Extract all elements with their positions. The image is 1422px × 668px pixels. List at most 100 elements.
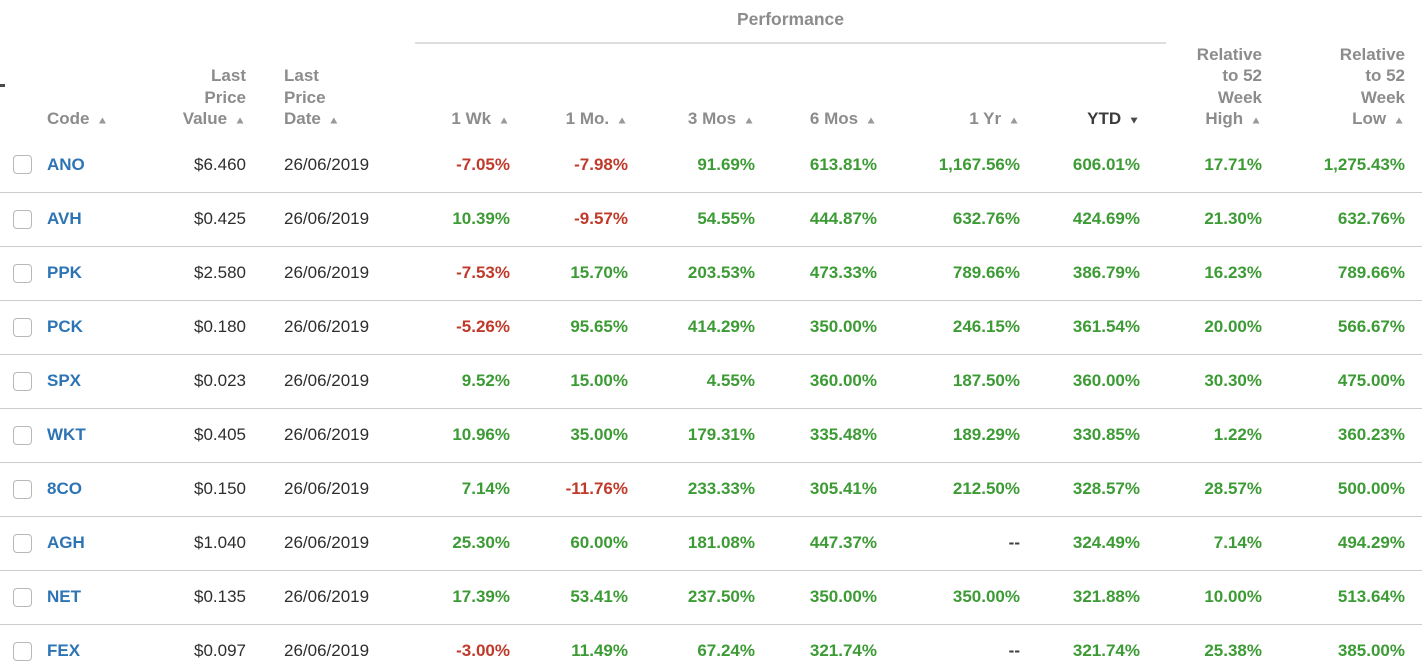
row-checkbox[interactable]: [13, 155, 32, 175]
row-checkbox[interactable]: [13, 263, 32, 283]
performance-cell-relHigh: 17.71%: [1140, 138, 1262, 193]
performance-cell-relLow: 494.29%: [1262, 516, 1422, 571]
last-price-date: 26/06/2019: [246, 354, 400, 409]
last-price-date: 26/06/2019: [246, 570, 400, 625]
performance-cell-relLow: 632.76%: [1262, 192, 1422, 247]
column-header-ytd[interactable]: YTD ▼: [1020, 44, 1140, 138]
performance-cell-relHigh: 1.22%: [1140, 408, 1262, 463]
stock-code-link[interactable]: FEX: [47, 641, 81, 660]
performance-cell-mo1: 15.70%: [510, 246, 628, 301]
sort-asc-icon: ▲: [498, 113, 510, 126]
performance-cell-wk1: -3.00%: [400, 624, 510, 668]
performance-cell-mo1: 53.41%: [510, 570, 628, 625]
last-price-value: $1.040: [136, 516, 246, 571]
performance-cell-mos3: 179.31%: [628, 408, 755, 463]
stock-code-link[interactable]: 8CO: [47, 479, 82, 498]
performance-cell-mo1: 35.00%: [510, 408, 628, 463]
performance-cell-yr1: 1,167.56%: [877, 138, 1020, 193]
row-checkbox[interactable]: [13, 479, 32, 499]
stock-code-link[interactable]: ANO: [47, 154, 85, 174]
performance-cell-ytd: 328.57%: [1020, 462, 1140, 517]
column-header-mos3[interactable]: 3 Mos ▲: [628, 44, 755, 138]
column-header-code[interactable]: Code ▲: [46, 44, 136, 138]
performance-cell-wk1: 10.39%: [400, 192, 510, 247]
performance-cell-mos3: 181.08%: [628, 516, 755, 571]
row-checkbox[interactable]: [13, 533, 32, 553]
column-header-label: 1 Yr: [969, 108, 1002, 128]
sort-asc-icon: ▲: [96, 113, 109, 126]
row-checkbox[interactable]: [13, 209, 32, 229]
performance-cell-wk1: -7.05%: [400, 138, 510, 193]
stock-code-link[interactable]: AGH: [47, 533, 85, 552]
stock-code-link[interactable]: NET: [47, 587, 81, 606]
stock-code-link[interactable]: SPX: [47, 371, 82, 390]
performance-cell-mos6: 360.00%: [755, 354, 877, 409]
last-price-date: 26/06/2019: [246, 192, 400, 247]
row-checkbox[interactable]: [13, 317, 32, 337]
performance-cell-mos3: 203.53%: [628, 246, 755, 301]
table-row: 8CO $0.150 26/06/2019 7.14% -11.76% 233.33% 30…: [0, 462, 1422, 517]
row-checkbox[interactable]: [13, 587, 32, 607]
performance-cell-yr1: 789.66%: [877, 246, 1020, 301]
column-header-relLow[interactable]: Relative to 52 Week Low ▲: [1262, 44, 1422, 138]
performance-cell-relLow: 789.66%: [1262, 246, 1422, 301]
performance-cell-ytd: 321.88%: [1020, 570, 1140, 625]
performance-cell-ytd: 360.00%: [1020, 354, 1140, 409]
column-header-checkbox: [0, 44, 46, 138]
performance-cell-yr1: --: [877, 516, 1020, 571]
performance-cell-wk1: -7.53%: [400, 246, 510, 301]
last-price-value: $0.135: [136, 570, 246, 625]
column-header-label: YTD: [1087, 108, 1122, 128]
stock-code-link[interactable]: WKT: [47, 425, 86, 444]
performance-cell-mos3: 67.24%: [628, 624, 755, 668]
performance-cell-mo1: 95.65%: [510, 300, 628, 355]
performance-cell-relLow: 513.64%: [1262, 570, 1422, 625]
column-header-mo1[interactable]: 1 Mo. ▲: [510, 44, 628, 138]
performance-cell-relHigh: 21.30%: [1140, 192, 1262, 247]
performance-cell-relLow: 385.00%: [1262, 624, 1422, 668]
column-header-label: 3 Mos: [687, 108, 737, 128]
performance-cell-mo1: 60.00%: [510, 516, 628, 571]
column-header-value[interactable]: Last Price Value ▲: [136, 44, 246, 138]
performance-cell-wk1: 10.96%: [400, 408, 510, 463]
performance-cell-yr1: 350.00%: [877, 570, 1020, 625]
sort-asc-icon: ▲: [865, 113, 877, 126]
table-row: AVH $0.425 26/06/2019 10.39% -9.57% 54.55% 444…: [0, 192, 1422, 247]
performance-cell-mos3: 414.29%: [628, 300, 755, 355]
stock-code-link[interactable]: PPK: [47, 263, 82, 282]
performance-cell-mos3: 91.69%: [628, 138, 755, 193]
column-header-label: Last Price Date: [284, 66, 326, 128]
sort-asc-icon: ▲: [234, 113, 246, 126]
last-price-value: $0.180: [136, 300, 246, 355]
stock-code-link[interactable]: PCK: [47, 317, 83, 336]
table-row: PPK $2.580 26/06/2019 -7.53% 15.70% 203.53% 47…: [0, 246, 1422, 301]
column-header-mos6[interactable]: 6 Mos ▲: [755, 44, 877, 138]
row-checkbox[interactable]: [13, 371, 32, 391]
row-checkbox[interactable]: [13, 425, 32, 445]
column-header-label: Last Price Value: [182, 66, 246, 128]
performance-cell-mos6: 305.41%: [755, 462, 877, 517]
performance-cell-mos6: 447.37%: [755, 516, 877, 571]
table-row: PCK $0.180 26/06/2019 -5.26% 95.65% 414.29% 35…: [0, 300, 1422, 355]
sort-asc-icon: ▲: [327, 113, 340, 126]
row-checkbox[interactable]: [13, 641, 32, 661]
column-header-label: 1 Wk: [451, 108, 492, 128]
column-header-label: Code: [47, 108, 90, 128]
performance-cell-wk1: -5.26%: [400, 300, 510, 355]
column-header-date[interactable]: Last Price Date ▲: [246, 44, 400, 138]
column-header-wk1[interactable]: 1 Wk ▲: [400, 44, 510, 138]
performance-cell-mos3: 54.55%: [628, 192, 755, 247]
sort-asc-icon: ▲: [1393, 113, 1405, 126]
performance-cell-ytd: 606.01%: [1020, 138, 1140, 193]
stock-code-link[interactable]: AVH: [47, 209, 82, 228]
column-header-yr1[interactable]: 1 Yr ▲: [877, 44, 1020, 138]
performance-cell-relHigh: 7.14%: [1140, 516, 1262, 571]
performance-cell-relHigh: 20.00%: [1140, 300, 1262, 355]
performance-cell-ytd: 330.85%: [1020, 408, 1140, 463]
column-header-label: Relative to 52 Week High: [1196, 45, 1262, 128]
column-header-relHigh[interactable]: Relative to 52 Week High ▲: [1140, 44, 1262, 138]
performance-cell-wk1: 25.30%: [400, 516, 510, 571]
last-price-date: 26/06/2019: [246, 408, 400, 463]
table-row: FEX $0.097 26/06/2019 -3.00% 11.49% 67.24% 321…: [0, 624, 1422, 668]
